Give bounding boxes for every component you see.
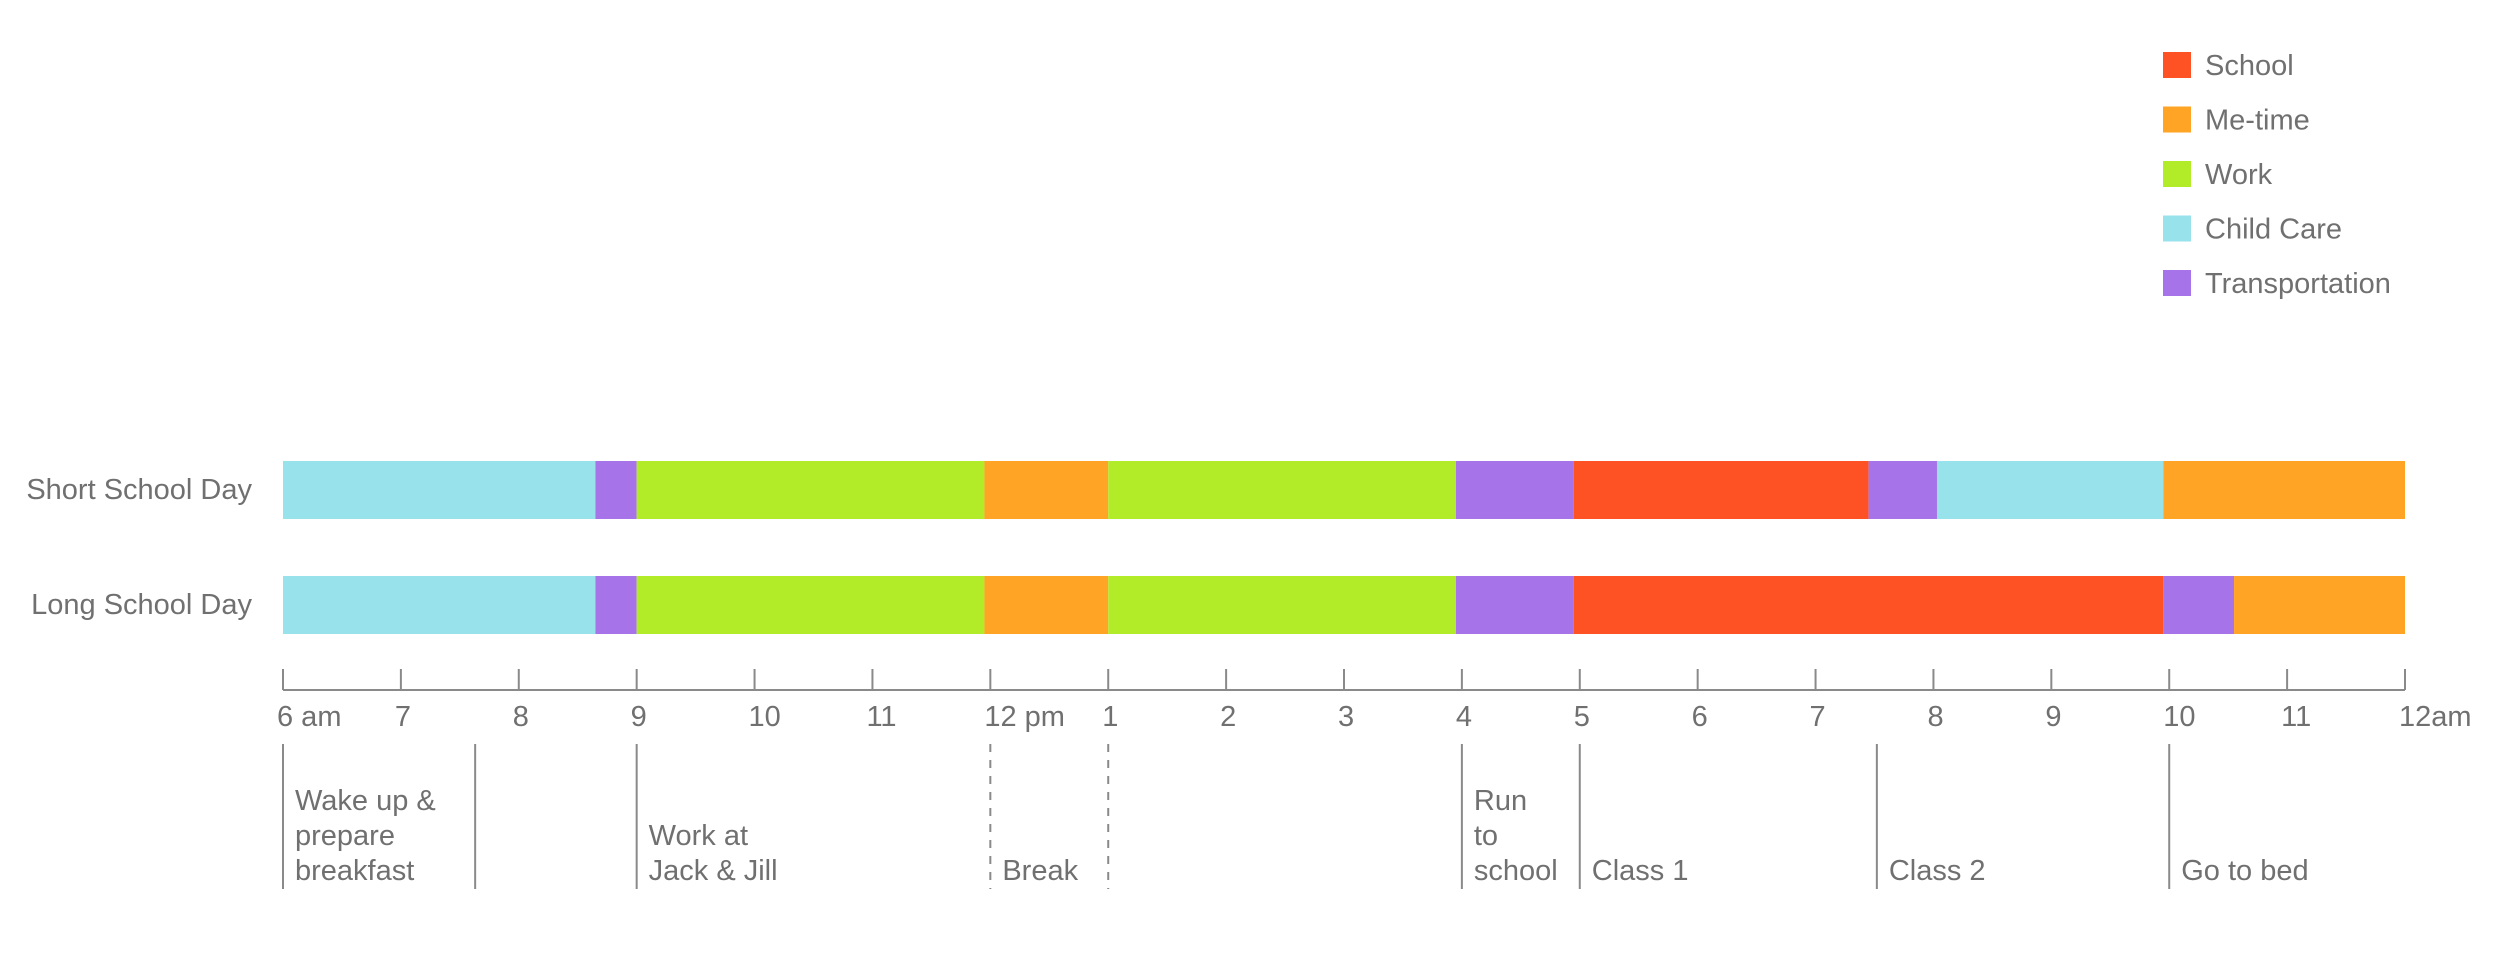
bar-segment-work [1108,461,1456,519]
legend: School Me-time Work Child Care Transportatio… [2163,50,2391,300]
annotation-label: Work at [649,820,748,852]
bar-segment-me-time [2234,576,2405,634]
tick-label: 7 [1810,701,1826,733]
bar-segment-me-time [2163,461,2405,519]
row-label-long-school-day: Long School Day [31,589,252,621]
x-axis: 6 am 7 8 9 10 11 12 pm 1 2 3 4 5 6 7 8 9 10 11 12am [277,669,2472,733]
row-label-short-school-day: Short School Day [26,474,252,506]
tick-label: 1 [1102,701,1118,733]
tick-label: 10 [749,701,781,733]
annotation-label: to [1474,820,1498,852]
timeline-rows: Short School Day Long School Day [26,461,2405,634]
tick-label: 10 [2163,701,2195,733]
bar-segment-school [1573,461,1869,519]
legend-swatch-work [2163,161,2191,187]
annotation-label: Class 1 [1592,855,1689,887]
annotation-label: Break [1002,855,1078,887]
tick-label: 2 [1220,701,1236,733]
bar-segment-transportation [1868,461,1937,519]
tick-label: 9 [631,701,647,733]
bar-segment-transportation [1455,576,1574,634]
annotation-label: breakfast [295,855,414,887]
bar-segment-me-time [984,461,1109,519]
annotation-label: Run [1474,785,1527,817]
annotation-label: school [1474,855,1558,887]
tick-label: 6 am [277,701,341,733]
tick-label: 5 [1574,701,1590,733]
legend-label-work: Work [2205,159,2273,191]
annotation-label: Wake up & [295,785,436,817]
bar-segment-work [636,576,985,634]
legend-swatch-me-time [2163,106,2191,133]
bar-segment-transportation [1455,461,1574,519]
tick-label: 4 [1456,701,1472,733]
legend-swatch-child-care [2163,215,2191,242]
tick-label: 8 [513,701,529,733]
annotation-label: Class 2 [1889,855,1986,887]
bar-segment-child-care [283,576,596,634]
bar-segment-transportation [2163,576,2235,634]
bar-segment-school [1573,576,2164,634]
tick-label: 11 [866,701,896,733]
tick-label: 7 [395,701,411,733]
bar-segment-transportation [595,576,637,634]
annotation-label: prepare [295,820,395,852]
tick-label: 12 pm [984,701,1065,733]
annotation-label: Jack & Jill [649,855,778,887]
bar-segment-transportation [595,461,637,519]
tick-label: 6 [1692,701,1708,733]
bar-segment-work [636,461,985,519]
legend-swatch-transportation [2163,270,2191,296]
legend-label-me-time: Me-time [2205,105,2310,137]
bar-segment-me-time [984,576,1109,634]
tick-label: 9 [2045,701,2061,733]
bar-segment-child-care [283,461,596,519]
tick-label: 12am [2399,701,2472,733]
legend-label-school: School [2205,50,2294,82]
bar-segment-work [1108,576,1456,634]
tick-label: 3 [1338,701,1354,733]
tick-label: 8 [1927,701,1943,733]
legend-label-transportation: Transportation [2205,268,2391,300]
annotation-label: Go to bed [2181,855,2308,887]
tick-label: 11 [2281,701,2311,733]
legend-swatch-school [2163,52,2191,78]
legend-label-child-care: Child Care [2205,214,2342,246]
bar-segment-child-care [1936,461,2164,519]
